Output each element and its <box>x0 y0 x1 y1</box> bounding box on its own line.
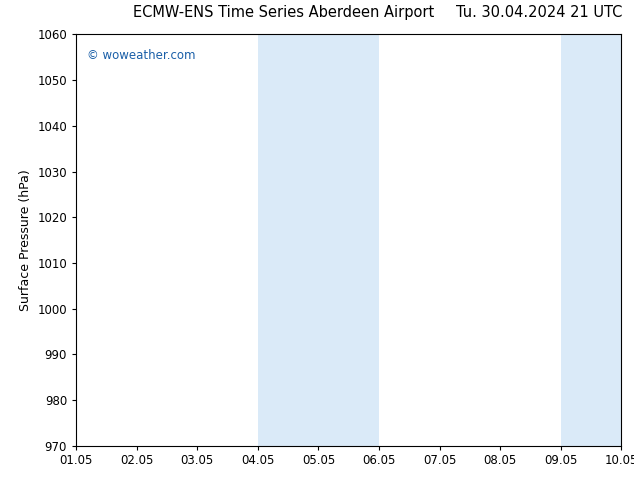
Text: © woweather.com: © woweather.com <box>87 49 195 62</box>
Text: Tu. 30.04.2024 21 UTC: Tu. 30.04.2024 21 UTC <box>456 4 623 20</box>
Bar <box>560 34 621 446</box>
Y-axis label: Surface Pressure (hPa): Surface Pressure (hPa) <box>19 169 32 311</box>
Bar <box>258 34 379 446</box>
Text: ECMW-ENS Time Series Aberdeen Airport: ECMW-ENS Time Series Aberdeen Airport <box>133 4 434 20</box>
